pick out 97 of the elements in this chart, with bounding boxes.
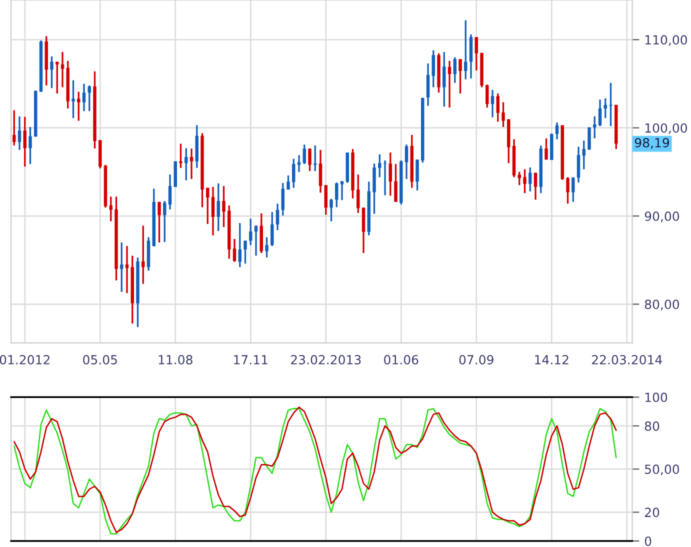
candlestick (23, 116, 26, 168)
candlestick (598, 98, 602, 127)
candlestick (158, 201, 161, 244)
candlestick (292, 158, 296, 189)
x-tick-label: 23.02.2013 (291, 354, 361, 364)
annotation: 98,19 (634, 138, 670, 149)
candlestick (588, 126, 591, 151)
candlestick (265, 236, 268, 258)
candlestick (593, 116, 596, 140)
candlestick (555, 122, 559, 140)
candlestick (168, 174, 172, 210)
y-tick-label: 90,00 (644, 211, 680, 222)
candlestick (72, 79, 75, 119)
candlestick (378, 153, 382, 178)
candlestick (394, 163, 398, 203)
y-tick-label: 0 (644, 536, 652, 546)
candlestick (340, 180, 344, 201)
candlestick (474, 36, 478, 72)
x-tick-label: 17.11 (234, 355, 268, 364)
candlestick (60, 51, 64, 88)
y-tick-label: 100 (645, 392, 668, 402)
candlestick (163, 200, 166, 243)
candlestick (206, 186, 210, 225)
candlestick (82, 82, 86, 112)
candlestick (88, 84, 91, 112)
candlestick (566, 176, 570, 204)
candlestick (528, 166, 532, 192)
candlestick (324, 184, 328, 216)
x-tick-label: 01.2012 (0, 354, 50, 364)
candlestick (286, 174, 290, 190)
candlestick (356, 174, 360, 214)
y-tick-label: 20 (644, 508, 660, 518)
candlestick (12, 109, 16, 146)
candlestick (335, 182, 338, 208)
candlestick (432, 49, 435, 88)
candlestick (28, 126, 32, 165)
candlestick (270, 211, 274, 247)
candlestick (179, 142, 182, 169)
candlestick (453, 56, 456, 84)
candlestick (383, 160, 387, 196)
candlestick (416, 158, 419, 192)
x-tick-label: 07.09 (459, 354, 494, 364)
x-tick-label: 11.08 (158, 354, 192, 364)
candlestick (442, 51, 446, 108)
candlestick (318, 149, 322, 194)
candlestick (254, 224, 258, 257)
candlestick (572, 176, 575, 203)
candlestick (302, 144, 306, 165)
x-tick-label: 22.03.2014 (592, 354, 662, 364)
candlestick (448, 60, 452, 108)
candlestick (297, 154, 301, 173)
candlestick (232, 238, 236, 263)
candlestick (281, 182, 284, 216)
candlestick (464, 19, 468, 80)
candlestick (330, 198, 333, 222)
candlestick (604, 97, 607, 119)
y-tick-label: 110,00 (645, 35, 687, 46)
candlestick (190, 148, 194, 180)
candlestick (534, 172, 538, 201)
y-tick-label: 100,00 (645, 123, 687, 134)
candlestick (314, 144, 317, 172)
candlestick (222, 185, 226, 228)
y-tick-label: 80 (644, 421, 660, 431)
candlestick (609, 82, 612, 127)
candlestick (544, 138, 548, 160)
candlestick (496, 92, 500, 123)
candlestick (576, 146, 580, 184)
candlestick (109, 196, 112, 222)
x-tick-label: 14.12 (535, 354, 568, 364)
candlestick (77, 90, 80, 122)
candlestick (518, 171, 521, 186)
x-tick-label: 01.06 (384, 354, 418, 364)
x-tick-label: 05.05 (83, 354, 117, 364)
candlestick (486, 84, 489, 108)
candlestick (244, 240, 247, 264)
candlestick (502, 101, 505, 128)
candlestick (184, 147, 188, 182)
candlestick (249, 218, 252, 246)
y-tick-label: 50,00 (645, 464, 680, 476)
candlestick (18, 116, 22, 151)
candlestick (308, 148, 312, 172)
candlestick (56, 60, 59, 94)
candlestick (120, 242, 124, 293)
y-tick-label: 80,00 (644, 300, 680, 310)
candlestick (404, 144, 408, 180)
candlestick (276, 202, 280, 231)
candlestick (582, 140, 586, 170)
candlestick (490, 89, 494, 118)
candlestick (50, 56, 54, 89)
candlestick (211, 186, 215, 236)
candlestick (523, 168, 526, 194)
candlestick (216, 182, 220, 232)
candlestick (388, 152, 392, 197)
candlestick (125, 245, 129, 294)
candlestick (458, 58, 462, 94)
candlestick (426, 62, 430, 107)
candlestick (238, 222, 242, 268)
